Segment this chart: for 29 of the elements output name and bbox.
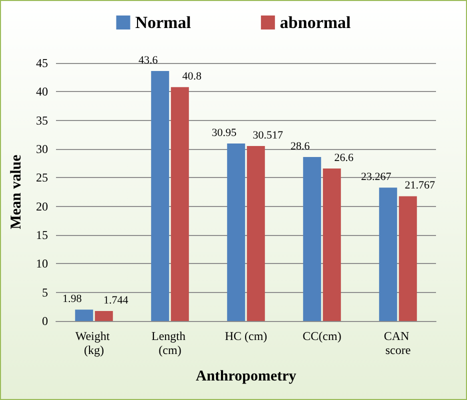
x-axis-title: Anthropometry [196,368,297,384]
y-tick-label: 45 [36,56,48,70]
x-tick-label: CAN score [384,329,412,357]
x-tick-label: HC (cm) [224,329,268,343]
x-tick-label: Weight (kg) [75,329,113,357]
data-label: 30.95 [212,127,237,140]
y-tick-label: 30 [36,142,48,156]
x-tick-label: CC(cm) [302,329,342,343]
data-label: 1.98 [62,293,82,306]
data-label: 26.6 [334,152,354,164]
data-label: 1.744 [104,294,129,306]
x-tick-label: Length (cm) [152,329,188,357]
y-tick-label: 5 [42,285,48,300]
y-tick-label: 40 [36,84,48,99]
data-label: 40.8 [182,70,202,83]
y-tick-label: 10 [36,256,48,271]
y-tick-label: 15 [36,228,48,242]
y-tick-label: 35 [36,113,48,128]
legend-label: Normal [135,13,192,32]
legend-label: abnormal [280,13,352,32]
data-label: 28.6 [290,140,310,153]
y-axis-title: Mean value [8,154,24,230]
data-label: 21.767 [404,180,436,192]
data-label: 43.6 [138,54,158,67]
data-label: 23.267 [360,171,392,184]
data-label: 30.517 [252,130,284,142]
y-tick-label: 25 [36,170,48,185]
y-tick-label: 0 [42,314,48,328]
y-tick-label: 20 [36,199,48,214]
